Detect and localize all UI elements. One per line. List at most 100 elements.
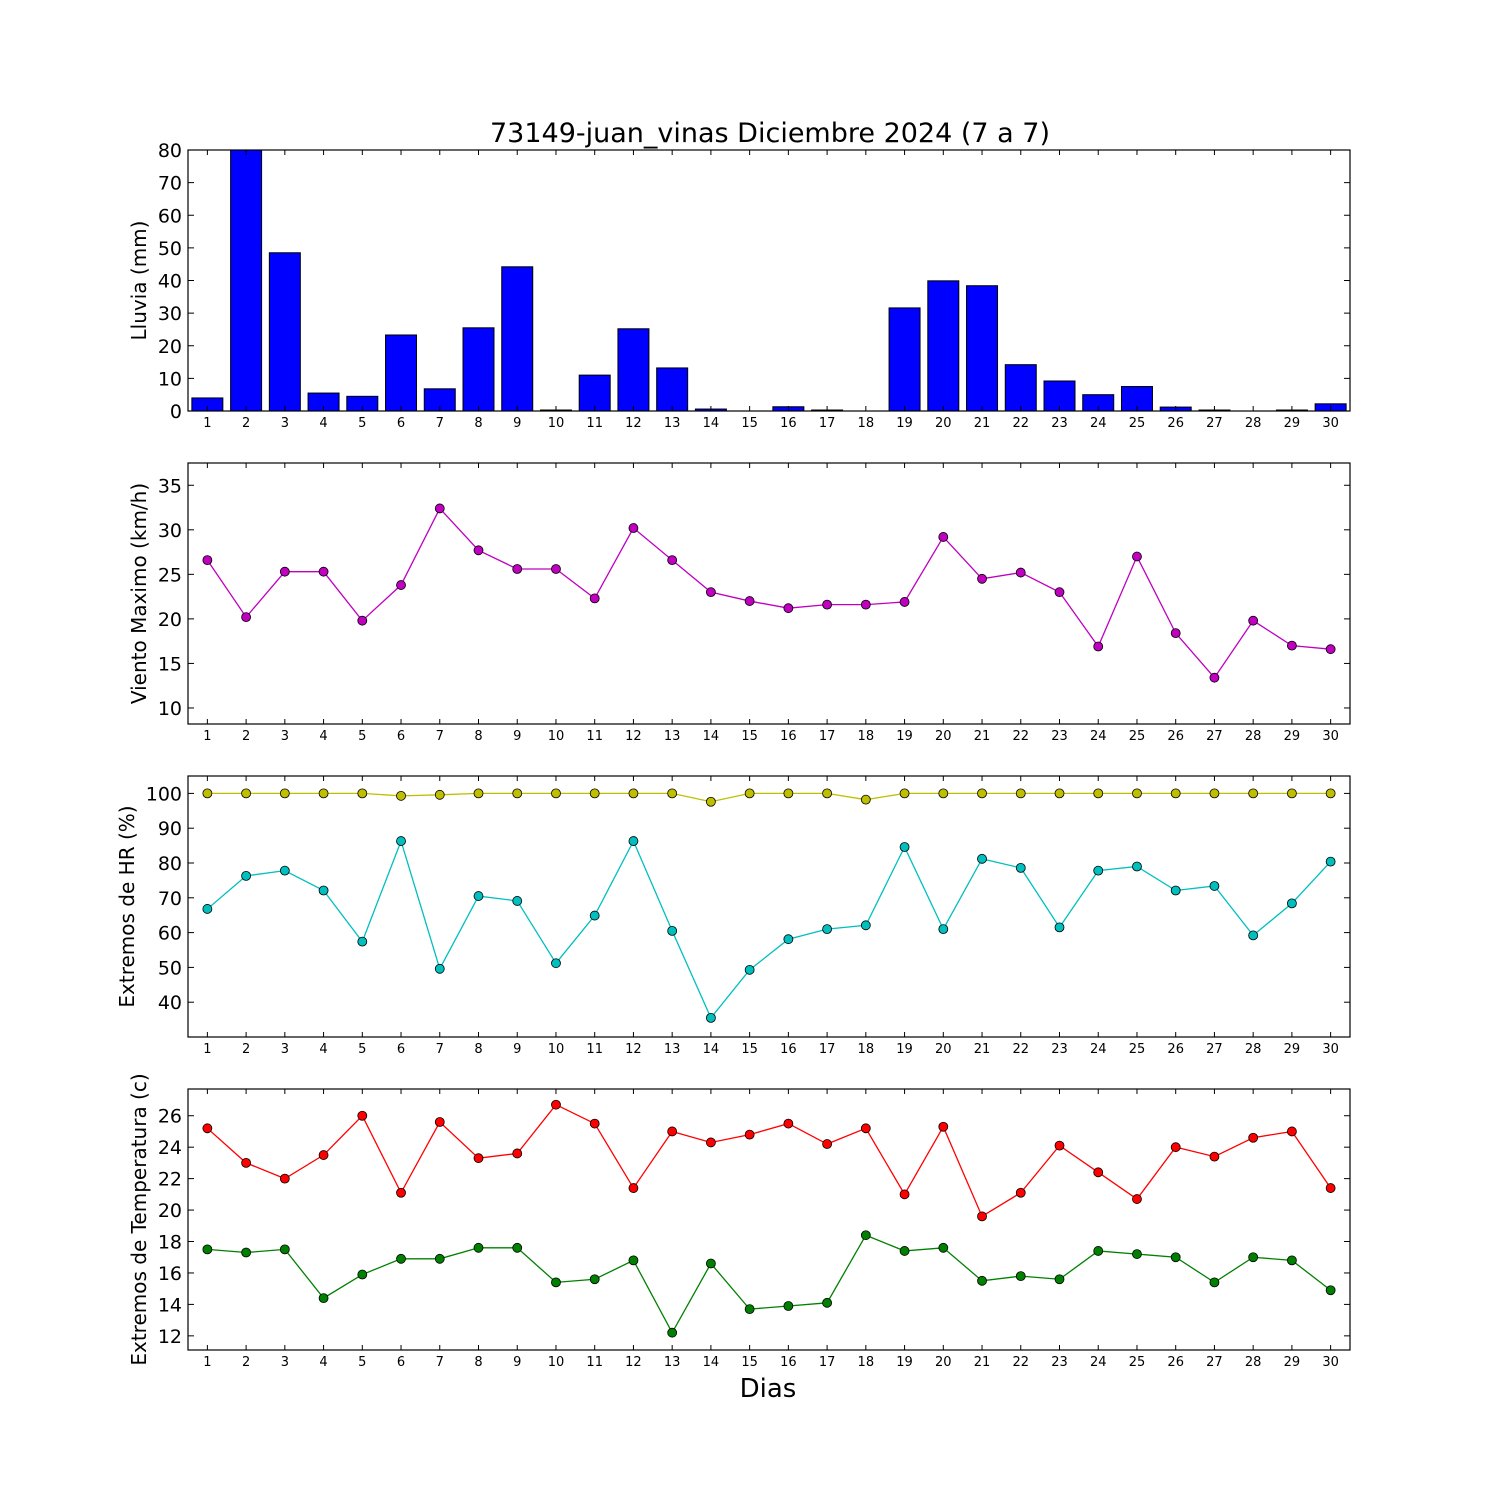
hr_max-point bbox=[938, 788, 949, 799]
x-tick-label: 19 bbox=[896, 729, 913, 744]
temp_min-point bbox=[357, 1269, 368, 1280]
hr_min-point bbox=[551, 958, 561, 969]
x-tick-label: 24 bbox=[1090, 416, 1107, 431]
temp_max-point bbox=[512, 1148, 523, 1159]
y-tick-label: 60 bbox=[158, 205, 182, 227]
y-tick-label: 20 bbox=[158, 609, 182, 631]
x-tick-label: 3 bbox=[281, 1355, 289, 1370]
wind-point bbox=[1170, 628, 1181, 639]
wind-point bbox=[396, 580, 406, 590]
hr_max-point bbox=[589, 788, 600, 799]
temp_max-point bbox=[938, 1121, 949, 1132]
hr_max-point bbox=[279, 788, 290, 799]
y-tick-label: 80 bbox=[158, 853, 182, 875]
x-tick-label: 7 bbox=[436, 416, 444, 431]
x-tick-label: 16 bbox=[780, 416, 797, 431]
temp_min-point bbox=[1054, 1274, 1065, 1285]
temp_min-point bbox=[434, 1253, 445, 1264]
x-tick-label: 21 bbox=[974, 1355, 991, 1370]
x-axis-label: Dias bbox=[740, 1374, 797, 1404]
x-tick-label: 23 bbox=[1051, 1355, 1068, 1370]
x-tick-label: 30 bbox=[1322, 729, 1339, 744]
hr_min-point bbox=[1093, 865, 1104, 876]
rain-bar bbox=[617, 328, 650, 412]
x-tick-label: 6 bbox=[397, 1355, 405, 1370]
hr_max-point bbox=[1093, 788, 1104, 799]
wind-frame bbox=[187, 462, 1351, 725]
temp_min-point bbox=[744, 1304, 755, 1315]
hr_min-point bbox=[1209, 881, 1220, 891]
temperature-frame bbox=[187, 1088, 1351, 1351]
x-tick-label: 25 bbox=[1129, 1042, 1146, 1057]
x-tick-label: 20 bbox=[935, 1042, 952, 1057]
hr_max-point bbox=[241, 788, 252, 799]
x-tick-label: 2 bbox=[242, 1042, 250, 1057]
temp_max-point bbox=[706, 1137, 716, 1148]
hr_max-line bbox=[207, 792, 1331, 803]
rain-bar bbox=[927, 280, 960, 412]
y-tick-label: 12 bbox=[158, 1326, 182, 1348]
hr_min-point bbox=[279, 865, 290, 876]
x-tick-label: 29 bbox=[1284, 1355, 1301, 1370]
hr_max-point bbox=[783, 788, 794, 799]
humidity-frame bbox=[187, 775, 1351, 1038]
temp_min-point bbox=[938, 1242, 949, 1253]
x-tick-label: 22 bbox=[1012, 1355, 1029, 1370]
wind-point bbox=[357, 615, 368, 626]
x-tick-label: 9 bbox=[513, 416, 521, 431]
wind-point bbox=[706, 587, 716, 598]
x-tick-label: 26 bbox=[1167, 1355, 1184, 1370]
temp_max-point bbox=[318, 1150, 329, 1160]
rain-bar bbox=[656, 367, 689, 412]
y-tick-label: 50 bbox=[158, 957, 182, 979]
y-tick-label: 40 bbox=[158, 992, 182, 1014]
hr_max-point bbox=[1209, 788, 1220, 799]
hr_max-point bbox=[396, 790, 406, 801]
x-tick-label: 25 bbox=[1129, 416, 1146, 431]
hr_min-point bbox=[1248, 930, 1259, 941]
wind-point bbox=[202, 555, 213, 565]
x-tick-label: 6 bbox=[397, 416, 405, 431]
hr_max-point bbox=[434, 789, 445, 800]
rain-bar bbox=[966, 285, 999, 412]
wind-point bbox=[241, 612, 252, 623]
x-tick-label: 8 bbox=[474, 729, 482, 744]
rain-bar bbox=[501, 266, 534, 412]
x-tick-label: 8 bbox=[474, 416, 482, 431]
x-tick-label: 4 bbox=[319, 1355, 327, 1370]
x-tick-label: 15 bbox=[741, 416, 758, 431]
temp_max-point bbox=[1170, 1142, 1181, 1153]
x-tick-label: 28 bbox=[1245, 1355, 1262, 1370]
hr_min-point bbox=[938, 924, 949, 935]
wind-point bbox=[783, 603, 794, 614]
x-tick-label: 23 bbox=[1051, 1042, 1068, 1057]
temperature-y-axis-label: Extremos de Temperatura (c) bbox=[127, 1073, 151, 1365]
y-tick-label: 70 bbox=[158, 173, 182, 195]
wind-point bbox=[1325, 644, 1336, 655]
x-tick-label: 21 bbox=[974, 416, 991, 431]
wind-point bbox=[1015, 567, 1026, 578]
x-tick-label: 11 bbox=[586, 1042, 603, 1057]
hr_max-point bbox=[822, 788, 832, 799]
temp_min-point bbox=[318, 1293, 329, 1304]
hr_max-point bbox=[1248, 788, 1259, 799]
x-tick-label: 14 bbox=[703, 416, 720, 431]
temp_min-point bbox=[1015, 1271, 1026, 1281]
x-tick-label: 3 bbox=[281, 1042, 289, 1057]
temp_min-point bbox=[977, 1275, 987, 1286]
x-tick-label: 12 bbox=[625, 729, 642, 744]
x-tick-label: 22 bbox=[1012, 1042, 1029, 1057]
hr_min-point bbox=[628, 836, 639, 846]
hr_min-point bbox=[706, 1012, 716, 1023]
temp_min-point bbox=[589, 1274, 600, 1285]
x-tick-label: 29 bbox=[1284, 729, 1301, 744]
x-tick-label: 16 bbox=[780, 729, 797, 744]
temp_max-point bbox=[202, 1123, 213, 1134]
hr_min-point bbox=[783, 934, 794, 945]
y-tick-label: 100 bbox=[146, 783, 182, 805]
x-tick-label: 5 bbox=[358, 729, 366, 744]
hr_min-point bbox=[1170, 885, 1181, 896]
temp_min-point bbox=[667, 1327, 678, 1338]
